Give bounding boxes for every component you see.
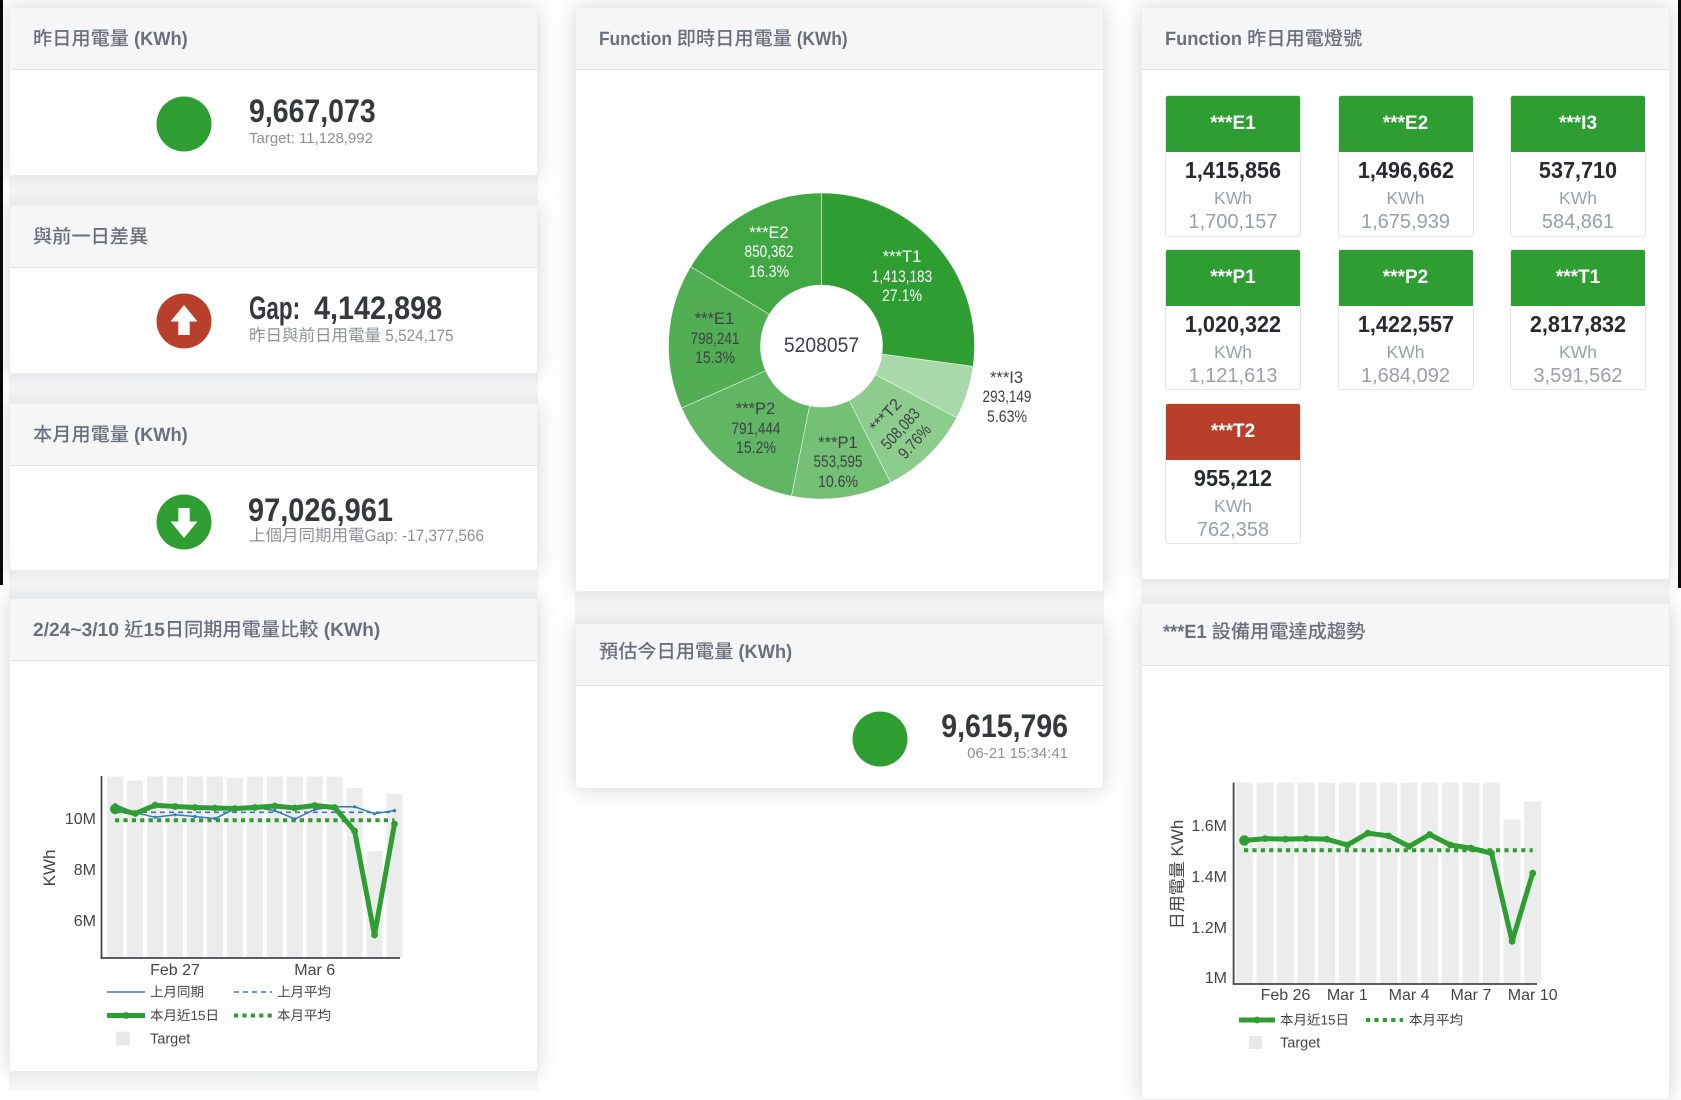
svg-text:Mar 4: Mar 4 [1389, 987, 1430, 1004]
svg-text:1.2M: 1.2M [1191, 920, 1227, 937]
svg-text:8M: 8M [74, 862, 96, 879]
svg-text:10M: 10M [65, 811, 96, 828]
svg-text:1M: 1M [1205, 970, 1227, 987]
svg-text:Mar 1: Mar 1 [1327, 987, 1368, 1004]
svg-text:Mar 6: Mar 6 [294, 962, 335, 979]
svg-text:6M: 6M [74, 913, 96, 930]
svg-text:Target: Target [150, 1032, 190, 1048]
svg-text:Feb 27: Feb 27 [150, 962, 200, 979]
svg-text:KWh: KWh [40, 850, 59, 887]
svg-text:Mar 7: Mar 7 [1450, 987, 1491, 1004]
svg-text:Target: Target [1280, 1036, 1320, 1052]
svg-text:1.4M: 1.4M [1191, 869, 1227, 886]
svg-text:Feb 26: Feb 26 [1261, 987, 1311, 1004]
svg-text:Mar 10: Mar 10 [1508, 987, 1558, 1004]
svg-text:1.6M: 1.6M [1191, 818, 1227, 835]
